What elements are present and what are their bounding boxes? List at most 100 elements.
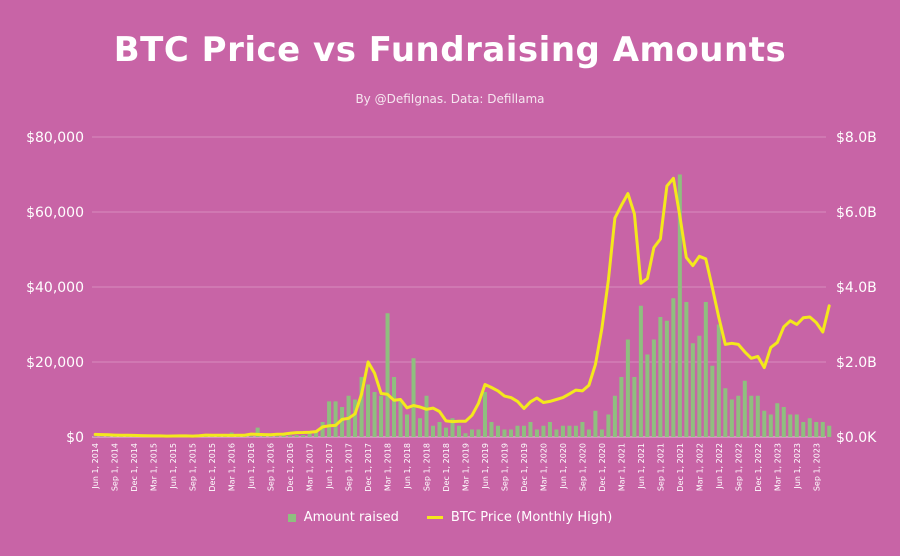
- bar: [203, 436, 208, 437]
- left-axis-tick-label: $80,000: [26, 130, 84, 146]
- bar: [801, 422, 806, 437]
- bar: [781, 407, 786, 437]
- bar: [547, 422, 552, 437]
- left-axis-tick-label: $40,000: [26, 280, 84, 296]
- legend-swatch-line: [426, 516, 443, 519]
- x-axis-tick-label: Dec 1, 2018: [442, 443, 451, 492]
- bar: [606, 414, 611, 437]
- bar: [424, 395, 429, 437]
- bar: [411, 358, 416, 437]
- x-axis-tick-label: Mar 1, 2020: [539, 443, 548, 491]
- bar: [288, 435, 293, 437]
- bar: [820, 422, 825, 437]
- bar: [716, 324, 721, 437]
- x-axis-tick-label: Mar 1, 2022: [695, 443, 704, 491]
- bar: [379, 395, 384, 437]
- bar: [405, 414, 410, 437]
- x-axis-tick-label: Dec 1, 2022: [754, 443, 763, 492]
- x-axis-tick-label: Mar 1, 2017: [306, 443, 315, 491]
- x-axis-tick-label: Dec 1, 2015: [208, 443, 217, 492]
- bar: [450, 418, 455, 437]
- x-axis-tick-label: Jun 1, 2017: [325, 443, 334, 490]
- bar: [333, 401, 338, 437]
- x-axis-tick-label: Jun 1, 2018: [403, 443, 412, 490]
- x-axis-tick-label: Sep 1, 2019: [500, 443, 509, 491]
- left-axis-tick-label: $0: [66, 430, 84, 446]
- bar: [690, 343, 695, 437]
- bar: [495, 425, 500, 437]
- bar: [515, 425, 520, 437]
- bar: [632, 377, 637, 437]
- x-axis-tick-label: Sep 1, 2020: [578, 443, 587, 491]
- legend-swatch-bar: [287, 513, 296, 522]
- bar: [301, 435, 306, 437]
- bar: [476, 429, 481, 437]
- left-axis-tick-label: $20,000: [26, 355, 84, 371]
- bar: [794, 414, 799, 437]
- bar: [742, 380, 747, 437]
- bar: [340, 407, 345, 437]
- bar: [372, 392, 377, 437]
- bar: [827, 425, 832, 437]
- bar: [554, 429, 559, 437]
- bar: [268, 436, 273, 437]
- x-axis-tick-label: Sep 1, 2015: [189, 443, 198, 491]
- bar: [541, 425, 546, 437]
- x-axis-tick-label: Sep 1, 2018: [423, 443, 432, 491]
- bar: [528, 422, 533, 437]
- bar: [729, 399, 734, 437]
- bar: [482, 392, 487, 437]
- bar: [658, 317, 663, 437]
- x-axis-tick-label: Sep 1, 2021: [656, 443, 665, 491]
- bar: [593, 410, 598, 437]
- x-axis-tick-label: Dec 1, 2014: [130, 443, 139, 492]
- legend-label-btc-price: BTC Price (Monthly High): [450, 510, 613, 525]
- bar: [697, 335, 702, 437]
- bar: [262, 436, 267, 437]
- bar: [814, 422, 819, 437]
- x-axis-tick-label: Jun 1, 2014: [91, 443, 100, 490]
- right-axis-tick-label: $0.0K: [836, 430, 877, 446]
- bar: [255, 427, 260, 437]
- x-axis-tick-label: Sep 1, 2017: [345, 443, 354, 491]
- bar: [762, 410, 767, 437]
- right-axis-tick-label: $8.0B: [836, 130, 877, 146]
- bar: [431, 425, 436, 437]
- x-axis-tick-label: Sep 1, 2014: [111, 443, 120, 491]
- bar: [346, 395, 351, 437]
- bar: [469, 429, 475, 437]
- x-axis-tick-label: Dec 1, 2021: [676, 443, 685, 492]
- x-axis-tick-label: Dec 1, 2019: [520, 443, 529, 492]
- bar: [567, 425, 572, 437]
- bar: [638, 305, 643, 437]
- bar: [664, 320, 669, 437]
- bar: [327, 401, 332, 437]
- bar: [521, 425, 526, 437]
- legend-label-amount-raised: Amount raised: [303, 510, 399, 525]
- x-axis-tick-label: Dec 1, 2017: [364, 443, 373, 492]
- bar: [398, 399, 403, 437]
- x-axis-tick-label: Jun 1, 2016: [247, 443, 256, 490]
- bar: [502, 429, 507, 437]
- bar: [359, 377, 364, 437]
- bar: [489, 422, 494, 437]
- legend-item-btc-price: BTC Price (Monthly High): [426, 510, 613, 525]
- bar: [736, 395, 741, 437]
- bar: [366, 384, 371, 437]
- bar: [456, 425, 462, 437]
- left-axis-tick-label: $60,000: [26, 205, 84, 221]
- bar: [775, 403, 780, 437]
- bar: [294, 435, 299, 437]
- x-axis-tick-label: Mar 1, 2016: [228, 443, 237, 491]
- right-axis-tick-label: $6.0B: [836, 205, 877, 221]
- chart-title: BTC Price vs Fundraising Amounts: [113, 30, 787, 70]
- bar: [560, 425, 565, 437]
- x-axis-tick-label: Dec 1, 2020: [598, 443, 607, 492]
- x-axis-tick-label: Sep 1, 2023: [812, 443, 821, 491]
- bar: [788, 414, 793, 437]
- bar: [684, 302, 689, 437]
- bar: [508, 429, 513, 437]
- bar: [723, 388, 728, 437]
